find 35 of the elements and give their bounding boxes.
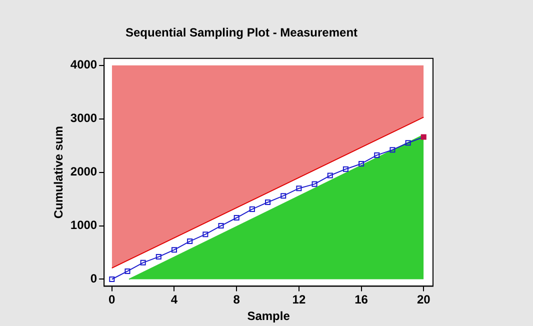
point (265, 199, 271, 206)
point (202, 232, 208, 238)
point (390, 147, 396, 153)
x-tick-label: 4 (170, 292, 178, 307)
point (249, 206, 255, 212)
x-tick-label: 12 (292, 292, 306, 307)
x-axis-title: Sample (247, 309, 290, 324)
y-axis-title: Cumulative sum (52, 126, 66, 219)
x-tick-label: 16 (354, 292, 368, 307)
y-tick-label: 4000 (70, 58, 98, 72)
point (156, 254, 162, 260)
y-tick-label: 0 (90, 272, 98, 286)
point (296, 186, 302, 192)
point (218, 223, 224, 229)
point (342, 166, 348, 172)
point (405, 140, 411, 146)
y-tick-label: 2000 (70, 164, 98, 179)
point (312, 181, 318, 187)
point (234, 214, 240, 221)
point (420, 134, 426, 140)
point (187, 238, 193, 244)
x-tick-label: 0 (108, 292, 116, 307)
point (358, 160, 364, 167)
point (327, 172, 333, 178)
y-tick-label: 1000 (70, 218, 98, 232)
point (124, 268, 130, 274)
x-tick-label: 20 (416, 292, 431, 307)
point (374, 152, 380, 158)
chart-title: Sequential Sampling Plot - Measurement (125, 26, 358, 40)
point (109, 276, 115, 282)
y-tick-label: 3000 (70, 111, 98, 126)
point (280, 193, 286, 199)
point (140, 260, 146, 266)
point (171, 247, 178, 253)
x-tick-label: 8 (233, 292, 240, 307)
